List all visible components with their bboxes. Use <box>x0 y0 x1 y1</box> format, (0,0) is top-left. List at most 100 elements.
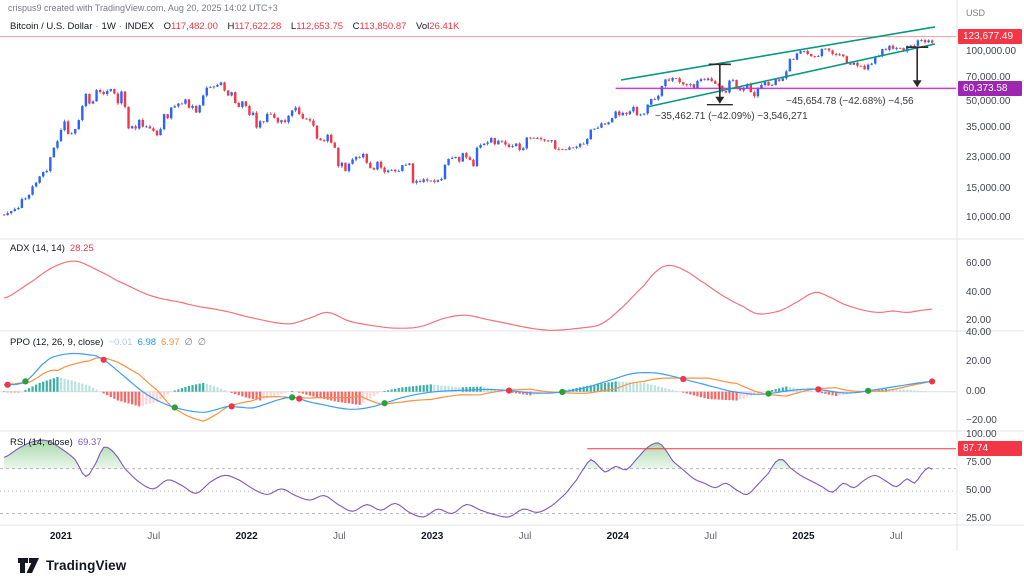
high-label: H <box>227 21 235 32</box>
ppo-histogram <box>3 377 930 407</box>
ppo-line-value: 6.98 <box>137 337 157 348</box>
adx-line <box>3 260 933 331</box>
price-scale-label: 100,000.00 <box>966 46 1017 57</box>
rsi-overbought-fill <box>4 440 81 469</box>
channel-trendline-lower[interactable] <box>646 43 936 108</box>
ppo-hist-value: −0.01 <box>108 337 133 348</box>
time-axis-label: 2025 <box>792 531 815 542</box>
attribution-text: crispus9 created with TradingView.com, A… <box>8 3 278 13</box>
open-label: O <box>163 21 172 32</box>
ppo-bearish-cross-dot <box>505 387 513 394</box>
high-value: 117,622.28 <box>234 21 282 32</box>
adx-scale-label: 60.00 <box>966 258 992 269</box>
time-axis[interactable] <box>0 525 957 551</box>
tradingview-logo-text: TradingView <box>46 558 127 573</box>
open-value: 117,482.00 <box>171 21 218 32</box>
time-axis-label: Jul <box>332 531 346 542</box>
ppo-bearish-cross-dot <box>815 386 822 393</box>
price-scale-label: 15,000.00 <box>966 182 1011 194</box>
legend-separator: · <box>95 21 99 32</box>
low-label: L <box>290 21 297 32</box>
candlestick-series <box>2 38 934 217</box>
ppo-bullish-cross-dot <box>289 394 296 401</box>
time-axis-label: Jul <box>147 531 161 542</box>
ppo-scale-label: −20.00 <box>966 415 997 427</box>
ppo-title[interactable]: PPO (12, 26, 9, close) <box>10 337 104 348</box>
time-axis-label: Jul <box>704 531 717 542</box>
ppo-bullish-cross-dot <box>559 388 566 396</box>
time-axis-label: 2023 <box>421 531 444 542</box>
price-scale-label: 23,000.00 <box>966 151 1011 163</box>
channel-trendline-upper[interactable] <box>620 26 936 81</box>
adx-scale-label: 20.00 <box>966 315 992 326</box>
rsi-scale-label: 25.00 <box>966 513 992 525</box>
ppo-bearish-cross-dot <box>4 381 11 388</box>
tradingview-logo-icon <box>18 558 39 573</box>
ppo-signal-line <box>3 357 933 422</box>
adx-pane[interactable] <box>3 260 933 331</box>
ppo-bearish-cross-dot <box>296 395 303 402</box>
measure-arrow-2[interactable] <box>906 46 929 88</box>
rsi-overbought-fill <box>627 442 682 469</box>
volume-label: Vol <box>416 21 430 32</box>
main-price-pane[interactable] <box>0 26 956 217</box>
measure-arrow-1[interactable] <box>706 63 733 106</box>
symbol-name[interactable]: Bitcoin / U.S. Dollar <box>10 21 93 32</box>
rsi-overbought-fill <box>583 459 601 469</box>
price-scale-label: 35,000.00 <box>966 121 1011 133</box>
adx-scale-label: 40.00 <box>966 286 992 298</box>
close-label: C <box>352 21 360 32</box>
rsi-scale-label: 100.00 <box>966 429 997 440</box>
rsi-value: 69.37 <box>77 437 102 448</box>
rsi-line <box>3 439 933 518</box>
ppo-signal-value: 6.97 <box>161 337 180 348</box>
ppo-bullish-cross-dot <box>765 390 772 397</box>
ppo-bullish-cross-dot <box>381 400 388 407</box>
price-badge: 87.74 <box>958 441 1022 457</box>
ppo-empty-value: ∅ <box>184 337 193 348</box>
price-badge: 60,373.58 <box>958 80 1022 96</box>
low-value: 112,653.75 <box>296 21 344 32</box>
legend-separator: · <box>118 21 122 32</box>
ppo-pane[interactable] <box>0 352 956 422</box>
ppo-scale-label: 40.00 <box>966 326 992 338</box>
volume-value: 26.41K <box>429 21 460 32</box>
time-axis-label: Jul <box>518 531 532 542</box>
ppo-bullish-cross-dot <box>22 378 29 385</box>
rsi-overbought-fill <box>92 447 125 469</box>
ppo-pane-label: PPO (12, 26, 9, close) −0.01 6.98 6.97 ∅ ∅ <box>10 337 206 348</box>
ppo-scale-label: 20.00 <box>966 356 992 368</box>
price-scale-label: 10,000.00 <box>966 212 1011 223</box>
time-axis-label: 2024 <box>606 531 629 542</box>
rsi-scale-label: 75.00 <box>966 457 992 469</box>
adx-title[interactable]: ADX (14, 14) <box>10 243 65 254</box>
time-axis-label: 2021 <box>49 531 73 542</box>
price-scale-label: 70,000.00 <box>966 71 1011 83</box>
ppo-bearish-cross-dot <box>929 378 936 385</box>
ppo-bearish-cross-dot <box>680 375 687 383</box>
ppo-empty-value: ∅ <box>197 337 207 348</box>
time-axis-label: 2022 <box>235 531 258 542</box>
rsi-overbought-fill <box>611 466 622 469</box>
ppo-scale-label: 0.00 <box>966 385 986 397</box>
price-axis[interactable] <box>957 0 1024 525</box>
time-axis-label: Jul <box>889 531 903 542</box>
symbol-legend: Bitcoin / U.S. Dollar · 1W · INDEX O117,482.… <box>10 21 459 32</box>
adx-pane-label: ADX (14, 14) 28.25 <box>10 243 94 254</box>
rsi-pane-label: RSI (14, close) 69.37 <box>10 437 102 448</box>
ppo-bearish-cross-dot <box>228 403 235 410</box>
axis-currency-label: USD <box>966 8 986 18</box>
price-badge: 123,677.49 <box>958 29 1022 45</box>
ppo-bullish-cross-dot <box>171 404 178 411</box>
tradingview-logo[interactable]: TradingView <box>18 557 126 574</box>
interval-label[interactable]: 1W <box>101 21 116 32</box>
rsi-title[interactable]: RSI (14, close) <box>10 437 73 448</box>
price-scale-label: 50,000.00 <box>966 95 1011 107</box>
ppo-bullish-cross-dot <box>865 387 872 394</box>
rsi-pane[interactable] <box>0 439 956 518</box>
close-value: 113,850.87 <box>359 21 407 32</box>
ppo-bearish-cross-dot <box>100 356 107 363</box>
ppo-line <box>4 352 933 413</box>
